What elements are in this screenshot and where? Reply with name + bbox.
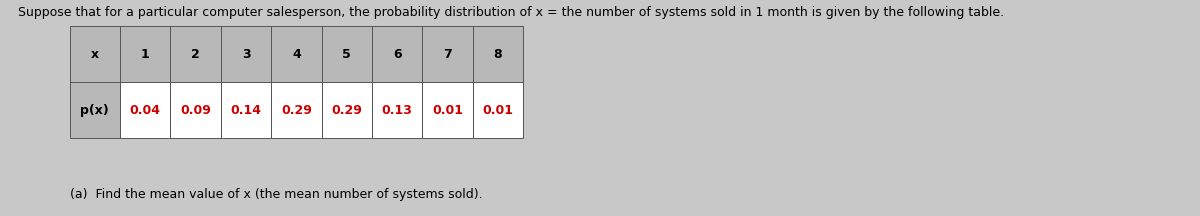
Bar (372, 26, 422, 82)
Text: 0.14: 0.14 (230, 104, 262, 117)
Text: 7: 7 (443, 48, 452, 60)
Bar (120, 26, 170, 82)
Bar (221, 26, 271, 82)
Text: 0.09: 0.09 (180, 104, 211, 117)
Bar (221, 82, 271, 138)
Bar (322, 26, 372, 82)
Text: x: x (91, 48, 98, 60)
Text: 0.29: 0.29 (331, 104, 362, 117)
Text: (a)  Find the mean value of x (the mean number of systems sold).: (a) Find the mean value of x (the mean n… (70, 188, 482, 201)
Text: 5: 5 (342, 48, 352, 60)
Text: 6: 6 (392, 48, 402, 60)
Text: Suppose that for a particular computer salesperson, the probability distribution: Suppose that for a particular computer s… (18, 6, 1004, 19)
Bar (120, 82, 170, 138)
Text: 3: 3 (241, 48, 251, 60)
Text: 2: 2 (191, 48, 200, 60)
Bar (271, 82, 322, 138)
Bar (70, 26, 120, 82)
Bar (372, 82, 422, 138)
Text: 0.01: 0.01 (482, 104, 514, 117)
Text: 8: 8 (493, 48, 503, 60)
Text: 4: 4 (292, 48, 301, 60)
Bar (170, 82, 221, 138)
Text: 0.01: 0.01 (432, 104, 463, 117)
Bar (473, 26, 523, 82)
Text: 0.13: 0.13 (382, 104, 413, 117)
Text: 0.29: 0.29 (281, 104, 312, 117)
Bar (422, 82, 473, 138)
Text: 0.04: 0.04 (130, 104, 161, 117)
Text: p(x): p(x) (80, 104, 109, 117)
Bar (322, 82, 372, 138)
Bar (422, 26, 473, 82)
Bar (170, 26, 221, 82)
Bar (70, 82, 120, 138)
Bar (473, 82, 523, 138)
Text: 1: 1 (140, 48, 150, 60)
Bar (271, 26, 322, 82)
